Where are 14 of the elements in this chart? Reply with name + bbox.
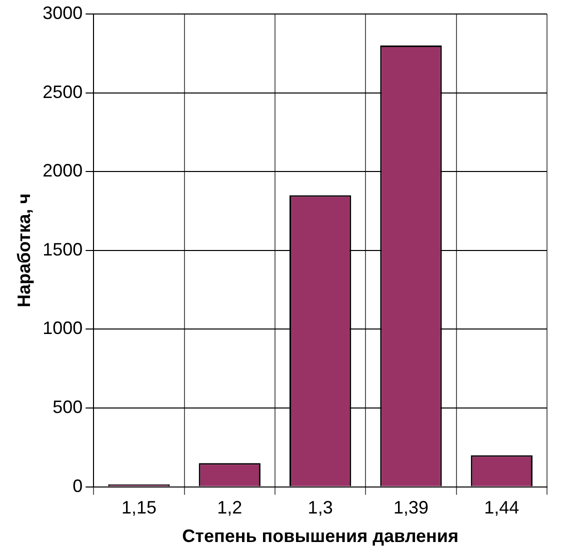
- x-tick-label: 1,39: [393, 498, 429, 518]
- x-tick-label: 1,3: [308, 498, 333, 518]
- y-tick-label: 2500: [42, 82, 83, 102]
- y-axis-title: Наработка, ч: [14, 193, 34, 308]
- y-tick-label: 500: [52, 396, 83, 417]
- x-tick-label: 1,2: [217, 498, 242, 518]
- y-tick-label: 1000: [42, 318, 83, 338]
- y-tick-label: 0: [72, 476, 83, 496]
- y-tick-label: 1500: [42, 239, 83, 260]
- x-tick-label: 1,15: [121, 498, 156, 518]
- y-tick-label: 2000: [42, 160, 83, 181]
- x-axis-title: Степень повышения давления: [182, 526, 458, 546]
- x-tick-label: 1,44: [484, 498, 520, 518]
- y-tick-label: 3000: [42, 2, 83, 23]
